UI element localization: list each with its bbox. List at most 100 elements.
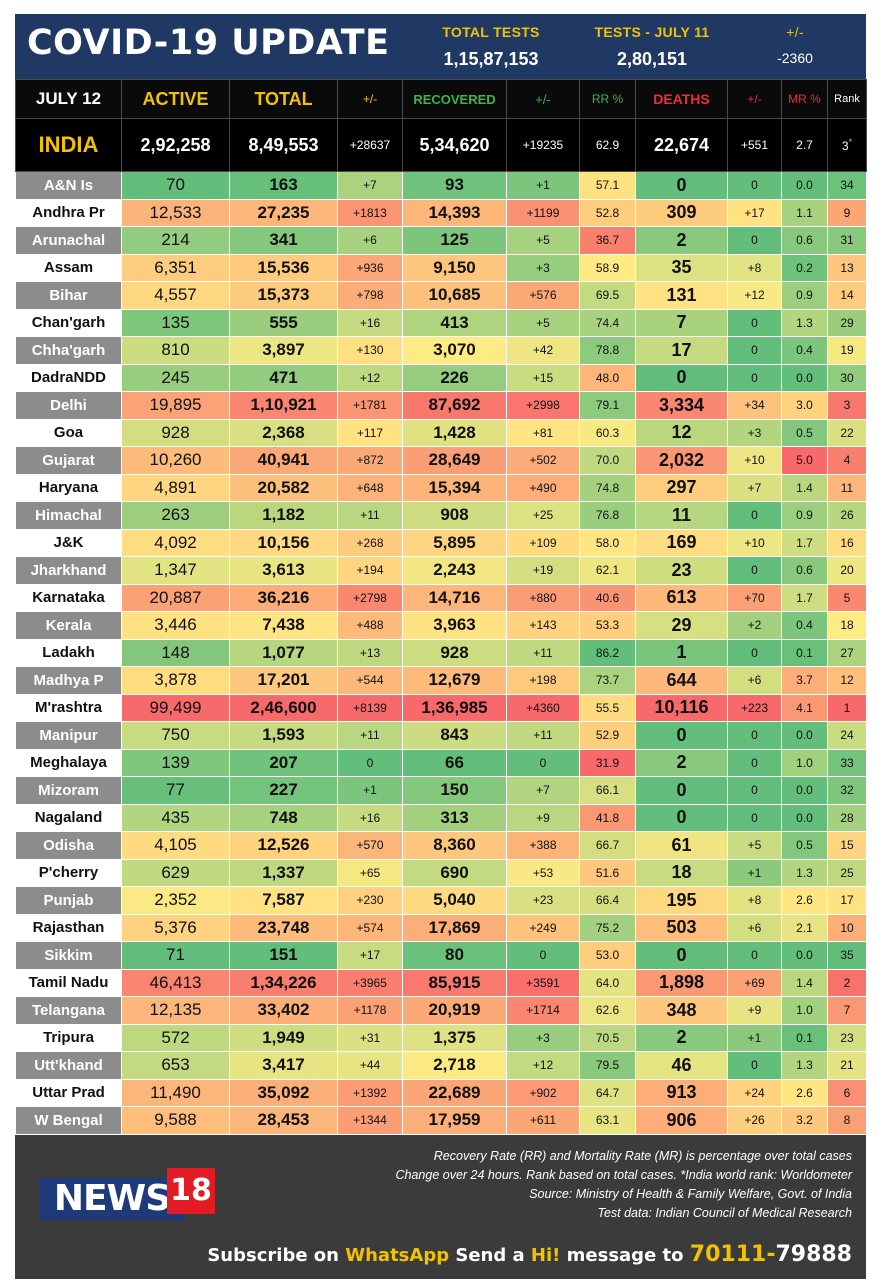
- state-active: 3,878: [121, 666, 230, 695]
- state-recovered: 413: [402, 308, 507, 337]
- state-total-change: +194: [337, 556, 403, 585]
- state-active: 19,895: [121, 391, 230, 420]
- state-row: A&N Is 70 163 +7 93 +1 57.1 0 0 0.0 34: [15, 171, 867, 200]
- state-deaths-change: +8: [727, 253, 782, 282]
- state-rank: 20: [827, 556, 867, 585]
- state-row: Madhya P 3,878 17,201 +544 12,679 +198 73.7 644…: [15, 666, 867, 695]
- state-deaths: 2: [635, 1023, 728, 1052]
- state-recovered-change: +42: [506, 336, 580, 365]
- state-rank: 30: [827, 363, 867, 392]
- state-rr: 60.3: [579, 418, 636, 447]
- state-name: Assam: [15, 253, 122, 282]
- state-rr: 79.1: [579, 391, 636, 420]
- state-total-change: 0: [337, 748, 403, 777]
- state-total-change: +268: [337, 528, 403, 557]
- state-recovered: 87,692: [402, 391, 507, 420]
- logo-18-badge: 18: [167, 1167, 215, 1214]
- state-rank: 24: [827, 721, 867, 750]
- footer: Recovery Rate (RR) and Mortality Rate (M…: [15, 1134, 866, 1279]
- state-deaths-change: 0: [727, 721, 782, 750]
- state-active: 653: [121, 1051, 230, 1080]
- state-deaths: 0: [635, 803, 728, 832]
- state-rr: 64.7: [579, 1078, 636, 1107]
- state-recovered: 1,428: [402, 418, 507, 447]
- header-date: JULY 12: [15, 79, 122, 119]
- state-recovered-change: +902: [506, 1078, 580, 1107]
- state-recovered: 1,375: [402, 1023, 507, 1052]
- state-rank: 18: [827, 611, 867, 640]
- state-total: 12,526: [229, 831, 338, 860]
- state-row: Assam 6,351 15,536 +936 9,150 +3 58.9 35 +8 0.2 13: [15, 253, 867, 282]
- state-deaths-change: +2: [727, 611, 782, 640]
- state-mr: 1.3: [781, 1051, 828, 1080]
- state-total-change: +17: [337, 941, 403, 970]
- india-total-change: +28637: [337, 118, 403, 172]
- state-rr: 69.5: [579, 281, 636, 310]
- state-mr: 1.4: [781, 968, 828, 997]
- state-mr: 0.4: [781, 336, 828, 365]
- state-rank: 29: [827, 308, 867, 337]
- state-recovered-change: +4360: [506, 693, 580, 722]
- state-deaths-change: 0: [727, 1051, 782, 1080]
- state-active: 11,490: [121, 1078, 230, 1107]
- state-rank: 16: [827, 528, 867, 557]
- state-mr: 0.5: [781, 831, 828, 860]
- state-active: 263: [121, 501, 230, 530]
- state-mr: 1.0: [781, 996, 828, 1025]
- india-mr: 2.7: [781, 118, 828, 172]
- state-deaths: 0: [635, 941, 728, 970]
- state-mr: 3.2: [781, 1106, 828, 1135]
- state-total-change: +130: [337, 336, 403, 365]
- state-active: 4,105: [121, 831, 230, 860]
- state-name: Tripura: [15, 1023, 122, 1052]
- state-name: Telangana: [15, 996, 122, 1025]
- state-name: Goa: [15, 418, 122, 447]
- state-total: 36,216: [229, 583, 338, 612]
- state-deaths: 10,116: [635, 693, 728, 722]
- state-recovered-change: +25: [506, 501, 580, 530]
- state-total-change: +1344: [337, 1106, 403, 1135]
- state-recovered: 313: [402, 803, 507, 832]
- state-recovered: 93: [402, 171, 507, 200]
- state-mr: 0.6: [781, 556, 828, 585]
- state-mr: 0.0: [781, 363, 828, 392]
- state-recovered: 2,718: [402, 1051, 507, 1080]
- state-deaths-change: +1: [727, 858, 782, 887]
- state-rank: 13: [827, 253, 867, 282]
- state-rank: 6: [827, 1078, 867, 1107]
- state-total: 207: [229, 748, 338, 777]
- state-name: Chan'garh: [15, 308, 122, 337]
- state-recovered: 928: [402, 638, 507, 667]
- state-rr: 70.0: [579, 446, 636, 475]
- state-recovered: 3,963: [402, 611, 507, 640]
- state-active: 99,499: [121, 693, 230, 722]
- state-row: Chan'garh 135 555 +16 413 +5 74.4 7 0 1.3 29: [15, 308, 867, 337]
- header-rr: RR %: [579, 79, 636, 119]
- header-rank: Rank: [827, 79, 867, 119]
- state-row: DadraNDD 245 471 +12 226 +15 48.0 0 0 0.0 30: [15, 363, 867, 392]
- state-deaths-change: 0: [727, 336, 782, 365]
- state-rank: 1: [827, 693, 867, 722]
- state-total: 2,46,600: [229, 693, 338, 722]
- state-total-change: +544: [337, 666, 403, 695]
- state-deaths-change: +24: [727, 1078, 782, 1107]
- india-rank-mark: *: [848, 137, 853, 147]
- state-deaths: 23: [635, 556, 728, 585]
- state-deaths: 7: [635, 308, 728, 337]
- state-rr: 86.2: [579, 638, 636, 667]
- state-recovered-change: +109: [506, 528, 580, 557]
- state-deaths-change: +5: [727, 831, 782, 860]
- state-recovered-change: +1199: [506, 198, 580, 227]
- state-deaths-change: +12: [727, 281, 782, 310]
- state-deaths-change: +26: [727, 1106, 782, 1135]
- state-row: Tripura 572 1,949 +31 1,375 +3 70.5 2 +1 0.1 23: [15, 1023, 867, 1052]
- state-total-change: +31: [337, 1023, 403, 1052]
- state-row: J&K 4,092 10,156 +268 5,895 +109 58.0 169 +10 1.7…: [15, 528, 867, 557]
- state-recovered-change: +15: [506, 363, 580, 392]
- state-deaths-change: +6: [727, 666, 782, 695]
- state-mr: 0.5: [781, 418, 828, 447]
- state-mr: 1.3: [781, 858, 828, 887]
- state-name: Bihar: [15, 281, 122, 310]
- covid-infographic: COVID-19 UPDATE TOTAL TESTS 1,15,87,153 …: [15, 14, 867, 1279]
- state-total: 1,593: [229, 721, 338, 750]
